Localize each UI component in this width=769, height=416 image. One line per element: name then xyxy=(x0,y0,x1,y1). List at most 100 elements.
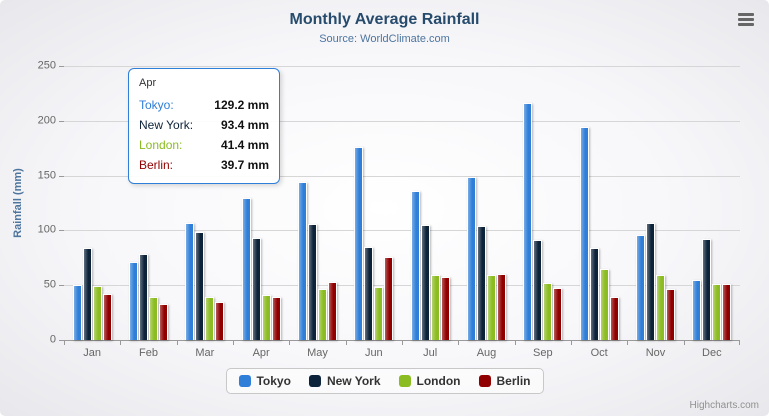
bar-group-mar xyxy=(177,66,233,340)
tooltip-series-label: Tokyo: xyxy=(139,98,174,112)
bar-berlin-nov[interactable] xyxy=(665,288,675,340)
bar-berlin-apr[interactable] xyxy=(271,296,281,340)
bar-group-nov xyxy=(627,66,683,340)
chart-context-menu-button[interactable] xyxy=(735,10,757,28)
bar-tokyo-apr[interactable] xyxy=(241,198,251,340)
legend-marker xyxy=(398,375,411,387)
y-axis-label: 200 xyxy=(37,114,56,127)
gridline xyxy=(64,285,740,287)
bar-tokyo-may[interactable] xyxy=(297,182,307,340)
bar-london-may[interactable] xyxy=(317,288,327,340)
bar-tokyo-jul[interactable] xyxy=(410,191,420,340)
tooltip-row: Tokyo: 129.2 mm xyxy=(139,95,269,115)
bar-london-nov[interactable] xyxy=(655,275,665,340)
x-axis-tick xyxy=(233,340,234,345)
x-axis-label: Sep xyxy=(533,347,553,359)
bar-new-york-nov[interactable] xyxy=(645,223,655,340)
tooltip-series-label: London: xyxy=(139,138,183,152)
bar-tokyo-nov[interactable] xyxy=(635,235,645,340)
credits-link[interactable]: Highcharts.com xyxy=(689,400,759,411)
x-axis-tick xyxy=(64,340,65,345)
bar-berlin-may[interactable] xyxy=(327,282,337,340)
bar-new-york-may[interactable] xyxy=(307,223,317,340)
bar-group-jul xyxy=(402,66,458,340)
bar-new-york-mar[interactable] xyxy=(195,232,205,340)
bar-tokyo-jan[interactable] xyxy=(72,285,82,340)
y-axis-tick xyxy=(59,285,64,287)
bar-tokyo-oct[interactable] xyxy=(579,127,589,340)
x-axis-tick xyxy=(514,340,516,345)
x-axis-label: Nov xyxy=(645,347,666,359)
tooltip-series-value: 39.7 mm xyxy=(220,158,269,172)
bar-berlin-jul[interactable] xyxy=(440,277,450,340)
legend-item-london[interactable]: London xyxy=(398,374,461,388)
bar-london-jul[interactable] xyxy=(430,275,440,340)
bar-london-aug[interactable] xyxy=(486,274,496,340)
bar-tokyo-sep[interactable] xyxy=(523,102,533,340)
bar-berlin-sep[interactable] xyxy=(553,287,563,340)
bar-group-aug xyxy=(458,66,514,340)
bar-new-york-aug[interactable] xyxy=(476,225,486,340)
bar-london-feb[interactable] xyxy=(148,297,158,340)
bar-berlin-jan[interactable] xyxy=(102,293,112,340)
bar-tokyo-mar[interactable] xyxy=(185,223,195,340)
hamburger-icon xyxy=(738,22,754,26)
bar-new-york-jan[interactable] xyxy=(82,248,92,340)
x-axis-tick xyxy=(683,340,685,345)
bar-berlin-oct[interactable] xyxy=(609,297,619,340)
y-axis-tick xyxy=(59,66,64,67)
legend: Tokyo New York London Berlin xyxy=(225,368,544,394)
bar-berlin-feb[interactable] xyxy=(158,303,168,340)
bar-tokyo-aug[interactable] xyxy=(466,177,476,340)
bar-new-york-jul[interactable] xyxy=(420,224,430,340)
bar-group-apr xyxy=(233,66,289,340)
bar-berlin-aug[interactable] xyxy=(496,273,506,340)
x-axis-tick xyxy=(120,340,122,345)
legend-item-new-york[interactable]: New York xyxy=(308,374,381,388)
bar-group-sep xyxy=(515,66,571,340)
y-axis-tick xyxy=(59,230,64,232)
hamburger-icon xyxy=(738,12,754,16)
x-axis-label: May xyxy=(307,347,328,359)
legend-marker xyxy=(478,375,491,387)
x-axis-tick xyxy=(345,340,347,345)
bar-london-mar[interactable] xyxy=(205,296,215,340)
bar-london-sep[interactable] xyxy=(543,282,553,340)
x-axis-label: Mar xyxy=(195,347,215,359)
bar-london-dec[interactable] xyxy=(712,283,722,340)
tooltip-category: Apr xyxy=(139,77,157,89)
bar-london-apr[interactable] xyxy=(261,294,271,340)
bar-london-jun[interactable] xyxy=(374,287,384,340)
bar-new-york-oct[interactable] xyxy=(589,248,599,340)
x-axis-label: Jun xyxy=(364,347,383,359)
bar-berlin-dec[interactable] xyxy=(722,284,732,340)
bar-berlin-jun[interactable] xyxy=(384,257,394,340)
bar-new-york-dec[interactable] xyxy=(702,238,712,340)
x-axis-label: Feb xyxy=(139,347,158,359)
gridline xyxy=(64,120,740,122)
bar-london-jan[interactable] xyxy=(92,286,102,340)
bar-tokyo-dec[interactable] xyxy=(692,280,702,340)
bar-tokyo-jun[interactable] xyxy=(354,147,364,340)
bar-berlin-mar[interactable] xyxy=(215,302,225,340)
x-axis-tick xyxy=(627,340,629,345)
bar-tokyo-feb[interactable] xyxy=(128,261,138,340)
tooltip: Apr Tokyo: 129.2 mm New York: 93.4 mm London… xyxy=(128,68,280,184)
y-axis-label: 100 xyxy=(37,223,56,236)
x-axis-label: Oct xyxy=(590,347,608,359)
legend-marker xyxy=(308,375,321,387)
bar-new-york-apr[interactable] xyxy=(251,237,261,340)
gridline xyxy=(64,230,740,232)
bar-new-york-jun[interactable] xyxy=(364,247,374,340)
bar-new-york-sep[interactable] xyxy=(533,240,543,340)
tooltip-rows: Tokyo: 129.2 mm New York: 93.4 mm London: 41.… xyxy=(139,95,269,175)
hamburger-icon xyxy=(738,17,754,21)
bar-new-york-feb[interactable] xyxy=(138,253,148,340)
legend-item-berlin[interactable]: Berlin xyxy=(478,374,531,388)
bar-group-dec xyxy=(684,66,740,340)
legend-item-tokyo[interactable]: Tokyo xyxy=(238,374,291,388)
bar-london-oct[interactable] xyxy=(599,268,609,340)
tooltip-series-value: 129.2 mm xyxy=(214,98,269,112)
bar-group-jun xyxy=(346,66,402,340)
